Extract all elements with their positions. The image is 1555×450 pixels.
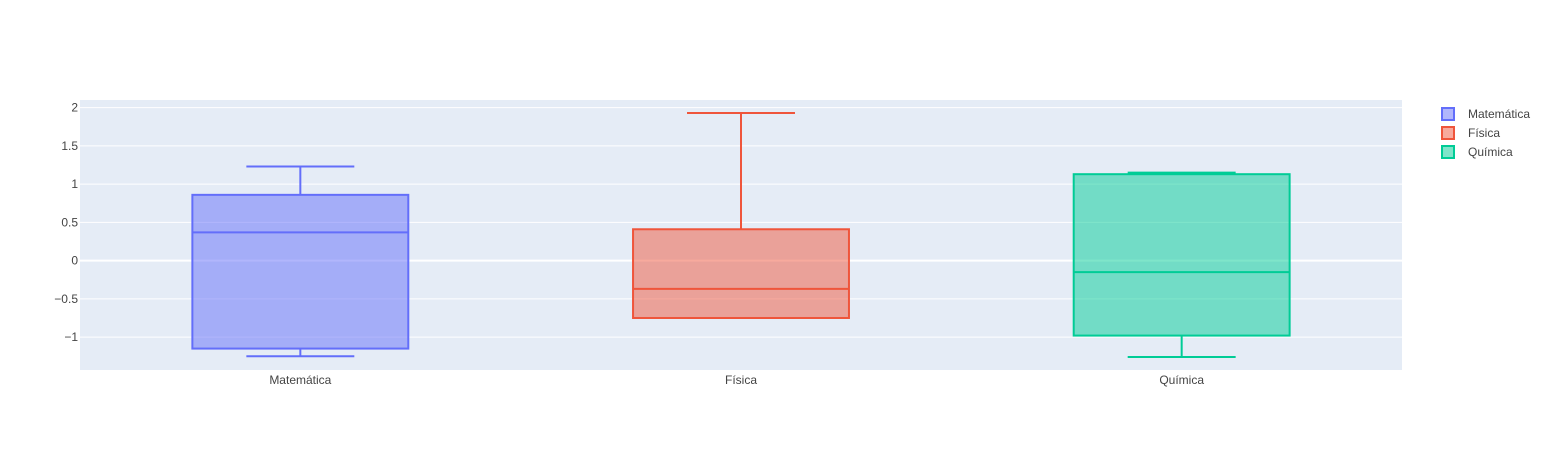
y-tick-label: 0: [71, 254, 78, 268]
legend-item: Física: [1441, 126, 1500, 140]
y-tick-label: 0.5: [61, 215, 78, 229]
y-tick-label: 1.5: [61, 139, 78, 153]
y-tick-label: −0.5: [54, 292, 78, 306]
legend: Matemática Física Química: [1441, 107, 1530, 159]
box-traces: [191, 112, 1291, 358]
legend-label: Matemática: [1468, 107, 1530, 121]
legend-label: Química: [1468, 145, 1513, 159]
box-trace: [632, 112, 850, 319]
box-iqr: [191, 193, 410, 350]
y-tick-label: −1: [64, 330, 78, 344]
legend-item: Química: [1441, 145, 1513, 159]
x-tick-label: Química: [1159, 373, 1204, 387]
y-axis-ticks: 2 1.5 1 0.5 0 −0.5 −1: [54, 101, 78, 344]
legend-item: Matemática: [1441, 107, 1530, 121]
box-iqr: [1072, 173, 1291, 337]
y-tick-label: 1: [71, 177, 78, 191]
legend-swatch: [1441, 107, 1455, 121]
legend-label: Física: [1468, 126, 1500, 140]
y-tick-label: 2: [71, 101, 78, 115]
legend-swatch: [1441, 126, 1455, 140]
box-trace: [191, 165, 410, 358]
box-trace: [1072, 171, 1291, 358]
x-tick-label: Matemática: [269, 373, 331, 387]
x-tick-label: Física: [725, 373, 757, 387]
x-axis-ticks: Matemática Física Química: [269, 373, 1204, 387]
legend-swatch: [1441, 145, 1455, 159]
box-iqr: [632, 228, 850, 319]
